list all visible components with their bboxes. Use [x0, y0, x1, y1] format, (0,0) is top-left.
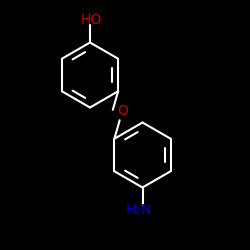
Text: O: O: [118, 104, 128, 118]
Text: H₂N: H₂N: [126, 204, 152, 218]
Text: HO: HO: [80, 12, 102, 26]
